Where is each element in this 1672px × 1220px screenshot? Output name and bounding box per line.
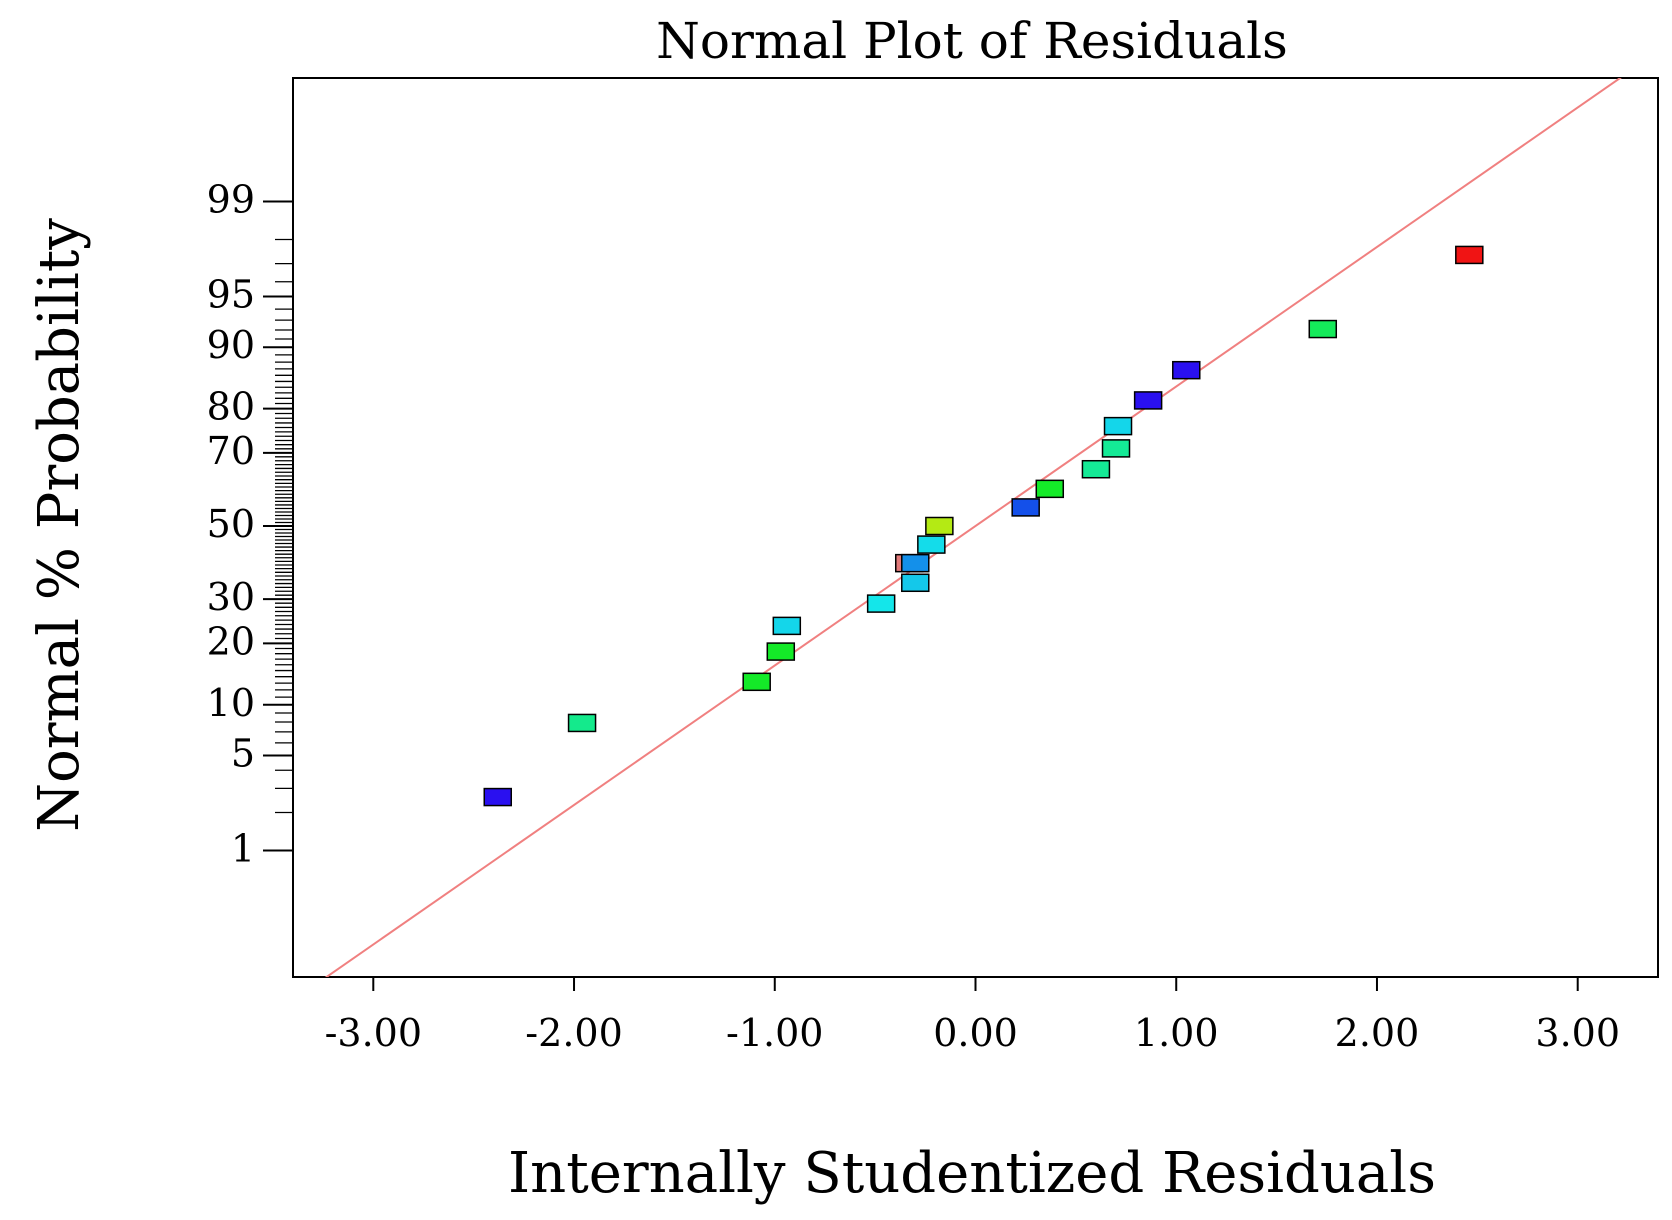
data-point [1081, 459, 1111, 479]
data-point [1103, 416, 1133, 436]
data-point [1308, 319, 1338, 339]
y-tick-label: 20 [207, 619, 255, 663]
data-point [1455, 245, 1484, 265]
data-point [917, 535, 946, 554]
y-minor-ticks [275, 238, 293, 814]
reference-line [324, 78, 1622, 977]
data-point [766, 642, 796, 661]
data-point [1172, 360, 1201, 380]
x-tick-label: -2.00 [525, 1011, 622, 1055]
data-point [866, 594, 896, 613]
data-point [742, 672, 771, 692]
data-point [483, 787, 512, 807]
y-tick-label: 50 [207, 502, 255, 546]
y-tick-label: 90 [207, 323, 255, 367]
y-tick-label: 10 [207, 681, 255, 725]
y-tick-label: 99 [207, 177, 255, 221]
x-tick-label: 3.00 [1535, 1011, 1620, 1055]
y-tick-label: 5 [231, 731, 255, 775]
x-tick-label: 2.00 [1335, 1011, 1420, 1055]
data-point [901, 573, 930, 593]
x-tick-label: 0.00 [933, 1011, 1018, 1055]
x-tick-label: 1.00 [1134, 1011, 1219, 1055]
data-point [901, 553, 930, 573]
data-point [1011, 498, 1040, 517]
chart-title: Normal Plot of Residuals [656, 12, 1288, 70]
y-tick-label: 95 [207, 273, 255, 317]
x-tick-label: -3.00 [325, 1011, 422, 1055]
x-axis-ticks: -3.00 -2.00 -1.00 0.00 1.00 2.00 3.00 [325, 977, 1620, 1055]
x-tick-label: -1.00 [726, 1011, 823, 1055]
data-point [1101, 439, 1131, 458]
y-axis-label: Normal % Probability [27, 218, 92, 832]
y-tick-label: 80 [207, 385, 255, 429]
y-tick-label: 30 [207, 575, 255, 619]
x-axis-label: Internally Studentized Residuals [508, 1141, 1436, 1206]
data-point [772, 616, 802, 636]
plot-frame [292, 77, 1659, 978]
data-point [1035, 479, 1065, 499]
y-tick-label: 70 [207, 429, 255, 473]
data-points [483, 245, 1484, 807]
data-point [1133, 391, 1163, 410]
y-tick-label: 1 [231, 827, 255, 871]
data-point [925, 516, 954, 536]
data-point [567, 713, 597, 733]
